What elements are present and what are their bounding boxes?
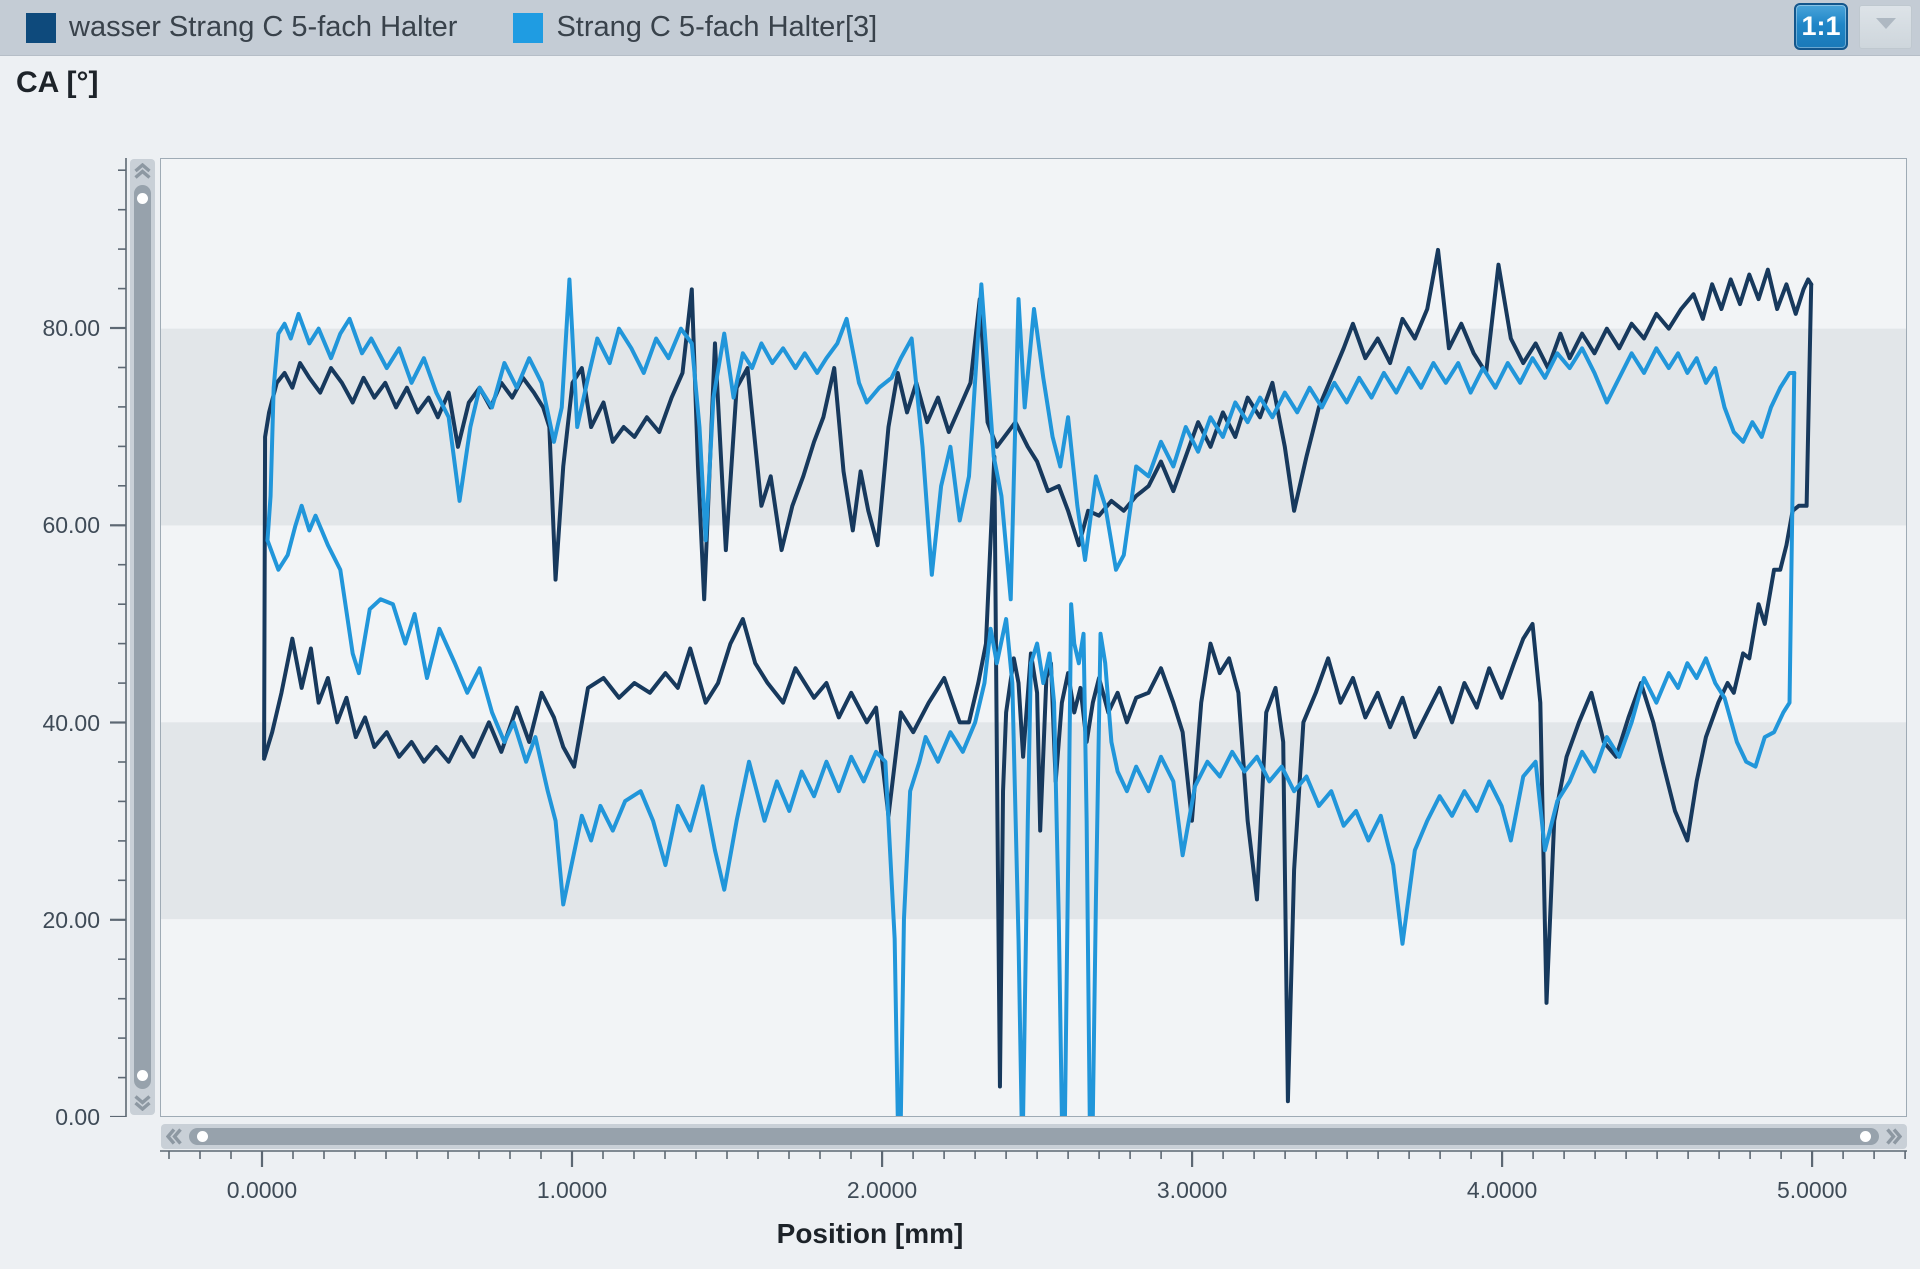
plot-area[interactable] [160, 158, 1907, 1117]
vertical-scrollbar[interactable] [130, 159, 155, 1115]
horizontal-scrollbar[interactable] [161, 1124, 1907, 1149]
legend-label-series-1: wasser Strang C 5-fach Halter [69, 11, 458, 43]
x-tick-label: 0.0000 [226, 1177, 298, 1203]
thumb-grip-dot [197, 1131, 208, 1142]
legend-label-series-2: Strang C 5-fach Halter[3] [556, 11, 878, 43]
series-2-swatch-icon [513, 12, 544, 43]
y-tick-label: 60.00 [42, 512, 100, 539]
legend-bar: wasser Strang C 5-fach Halter Strang C 5… [0, 0, 1920, 56]
legend-item-series-1[interactable]: wasser Strang C 5-fach Halter [26, 11, 457, 44]
x-tick-label: 1.0000 [536, 1177, 608, 1203]
y-tick-label: 80.00 [42, 315, 100, 342]
thumb-grip-dot [137, 1070, 148, 1081]
horizontal-scroll-thumb[interactable] [189, 1128, 1879, 1145]
legend-options-dropdown-button[interactable] [1859, 5, 1912, 49]
x-axis-ticks [160, 1150, 1907, 1167]
zoom-1to1-button[interactable]: 1:1 [1794, 3, 1848, 50]
legend-item-series-2[interactable]: Strang C 5-fach Halter[3] [513, 11, 877, 44]
x-axis-title: Position [mm] [776, 1218, 964, 1249]
series-1-swatch-icon [26, 12, 56, 43]
y-axis-title: CA [°] [16, 66, 99, 99]
scroll-left-icon[interactable] [161, 1124, 187, 1149]
y-axis-ticks [110, 158, 127, 1117]
x-tick-label: 5.0000 [1776, 1177, 1848, 1203]
y-tick-label: 40.00 [42, 709, 100, 736]
thumb-grip-dot [137, 193, 148, 204]
vertical-scroll-thumb[interactable] [134, 185, 151, 1089]
y-tick-label: 0.00 [55, 1104, 100, 1130]
x-tick-label: 2.0000 [846, 1177, 918, 1203]
scroll-down-icon[interactable] [130, 1091, 155, 1115]
scroll-up-icon[interactable] [130, 159, 155, 183]
chart-canvas[interactable] [161, 159, 1906, 1116]
thumb-grip-dot [1860, 1131, 1871, 1142]
x-tick-label: 4.0000 [1466, 1177, 1538, 1203]
scroll-right-icon[interactable] [1881, 1124, 1907, 1149]
y-tick-label: 20.00 [42, 906, 100, 933]
x-tick-label: 3.0000 [1156, 1177, 1228, 1203]
chevron-down-icon [1875, 18, 1896, 29]
